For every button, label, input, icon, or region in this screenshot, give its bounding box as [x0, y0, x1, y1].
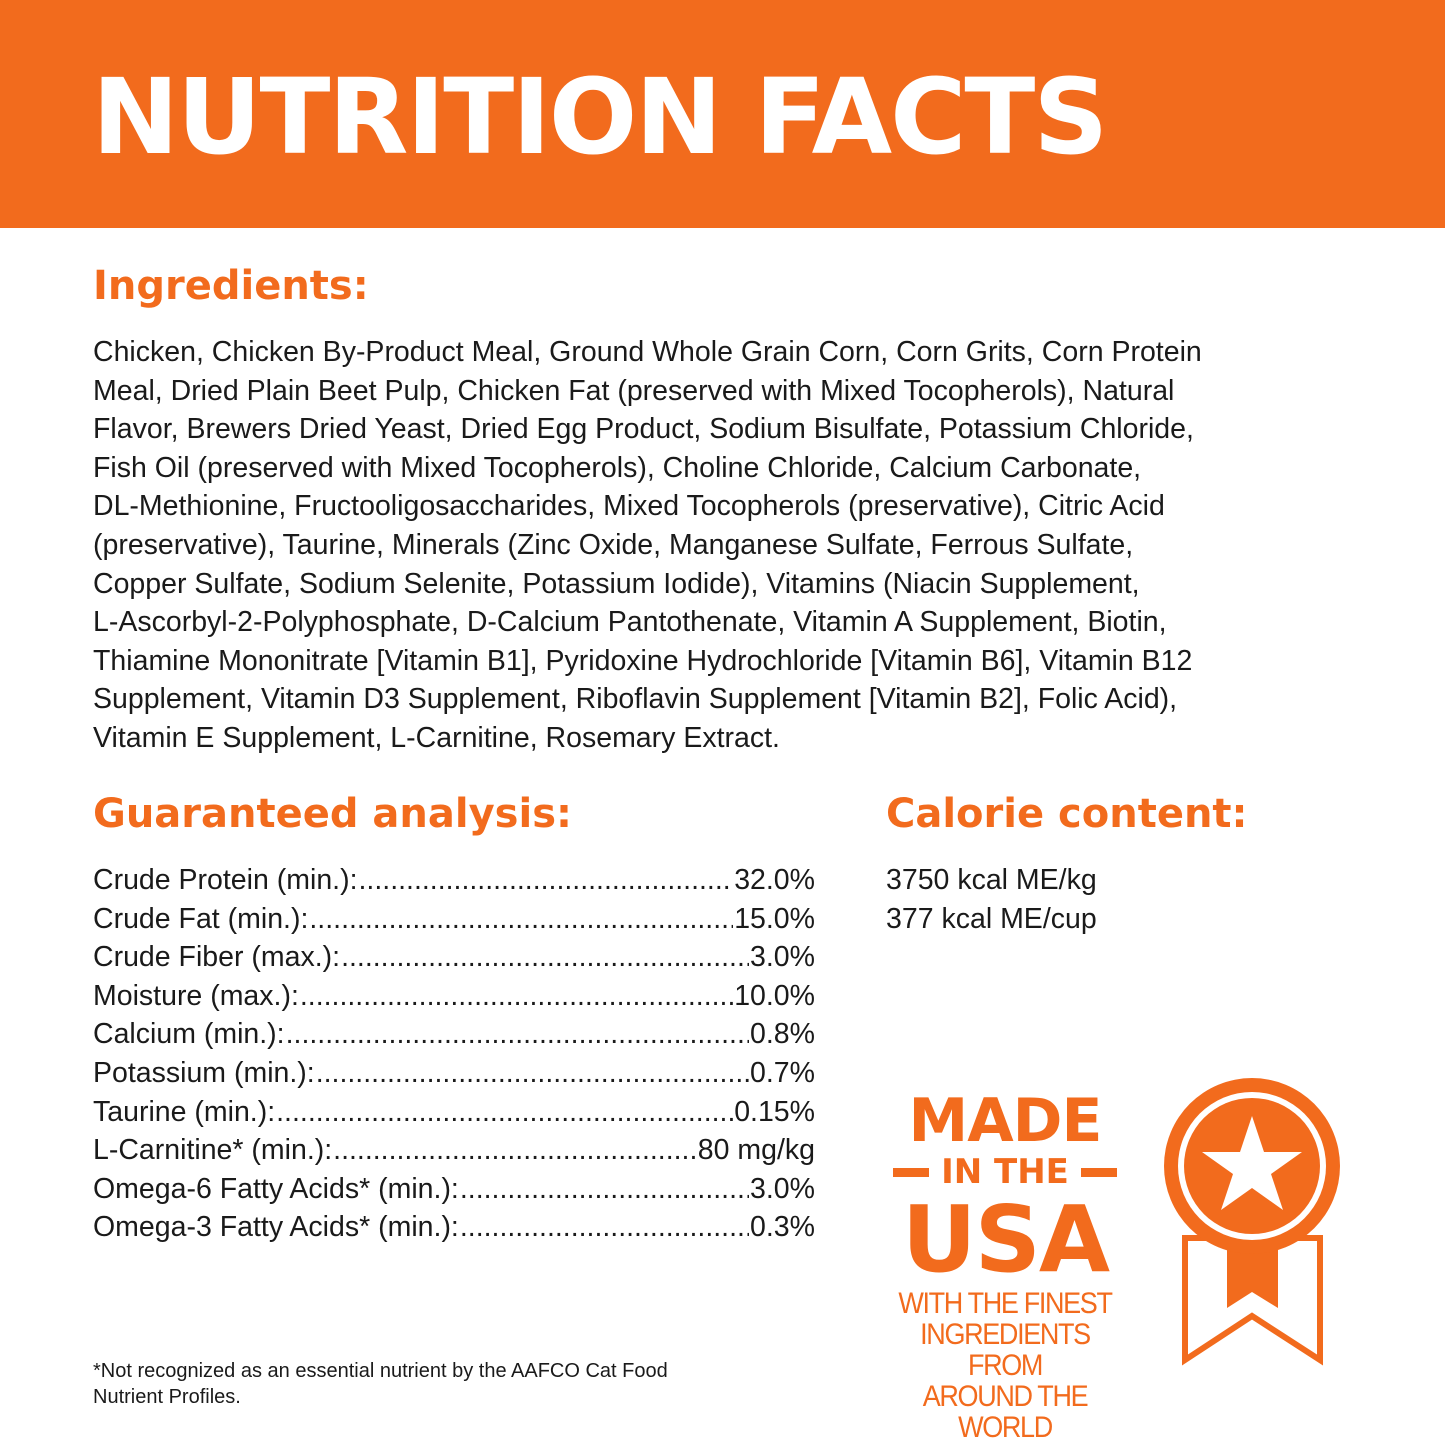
footnote-line: *Not recognized as an essential nutrient… [93, 1360, 668, 1382]
badge-tagline-3: AROUND THE WORLD [922, 1380, 1089, 1444]
analysis-value: 3.0% [750, 941, 815, 974]
ingredients-line: Fish Oil (preserved with Mixed Tocophero… [93, 451, 1142, 484]
dot-leader [460, 1170, 749, 1209]
analysis-value: 10.0% [734, 979, 815, 1012]
made-in-usa-badge: MADE IN THE USA WITH THE FINEST INGREDIE… [880, 1090, 1130, 1443]
badge-in-the: IN THE [941, 1152, 1069, 1192]
analysis-label: Crude Fiber (max.): [93, 941, 341, 974]
analysis-label: Potassium (min.): [93, 1056, 315, 1089]
analysis-row: Omega-6 Fatty Acids* (min.): 3.0% [93, 1170, 815, 1209]
footnote-line: Nutrient Profiles. [93, 1386, 241, 1408]
analysis-label: Taurine (min.): [93, 1095, 276, 1128]
dot-leader [309, 900, 733, 939]
ingredients-line: Vitamin E Supplement, L-Carnitine, Rosem… [93, 721, 780, 754]
analysis-label: Omega-3 Fatty Acids* (min.): [93, 1211, 459, 1244]
analysis-value: 80 mg/kg [697, 1134, 815, 1167]
analysis-title: Guaranteed analysis: [93, 791, 573, 837]
analysis-row: L-Carnitine* (min.): 80 mg/kg [93, 1131, 815, 1170]
dot-leader [333, 1131, 697, 1170]
calorie-line: 377 kcal ME/cup [886, 902, 1097, 935]
analysis-row: Crude Fiber (max.): 3.0% [93, 938, 815, 977]
ingredients-list: Chicken, Chicken By-Product Meal, Ground… [93, 333, 1202, 758]
badge-tagline-1: WITH THE FINEST [898, 1287, 1113, 1320]
analysis-label: Calcium (min.): [93, 1018, 285, 1051]
analysis-label: Moisture (max.): [93, 979, 299, 1012]
ingredients-title: Ingredients: [93, 263, 369, 309]
dot-leader [286, 1015, 749, 1054]
ingredients-line: Flavor, Brewers Dried Yeast, Dried Egg P… [93, 413, 1194, 446]
dot-leader [359, 861, 734, 900]
ingredients-line: L-Ascorbyl-2-Polyphosphate, D-Calcium Pa… [93, 606, 1167, 639]
analysis-value: 32.0% [734, 864, 815, 896]
badge-in-the-row: IN THE [880, 1152, 1130, 1192]
header-banner: NUTRITION FACTS [0, 0, 1445, 228]
analysis-label: Crude Protein (min.): [93, 864, 358, 896]
analysis-label: Omega-6 Fatty Acids* (min.): [93, 1172, 459, 1205]
badge-tagline-2: INGREDIENTS FROM [920, 1318, 1091, 1382]
analysis-value: 3.0% [750, 1172, 815, 1205]
divider [893, 1167, 930, 1177]
dot-leader [300, 977, 733, 1016]
analysis-row: Crude Fat (min.): 15.0% [93, 900, 815, 939]
analysis-row: Moisture (max.): 10.0% [93, 977, 815, 1016]
analysis-value: 15.0% [734, 902, 815, 935]
analysis-table: Crude Protein (min.): 32.0% Crude Fat (mi… [93, 861, 815, 1247]
footnote: *Not recognized as an essential nutrient… [93, 1358, 668, 1410]
ingredients-line: Chicken, Chicken By-Product Meal, Ground… [93, 336, 1202, 368]
analysis-row: Omega-3 Fatty Acids* (min.): 0.3% [93, 1208, 815, 1247]
page-title: NUTRITION FACTS [92, 56, 1108, 178]
badge-usa: USA [901, 1186, 1110, 1293]
medal-star-icon [1164, 1078, 1340, 1366]
dot-leader [341, 938, 749, 977]
dot-leader [316, 1054, 749, 1093]
ingredients-line: (preservative), Taurine, Minerals (Zinc … [93, 528, 1134, 561]
dot-leader [276, 1093, 733, 1132]
analysis-row: Taurine (min.): 0.15% [93, 1093, 815, 1132]
analysis-row: Calcium (min.): 0.8% [93, 1015, 815, 1054]
analysis-value: 0.7% [750, 1056, 815, 1089]
analysis-label: L-Carnitine* (min.): [93, 1134, 333, 1167]
calorie-title: Calorie content: [886, 791, 1248, 837]
divider [1080, 1167, 1117, 1177]
analysis-value: 0.8% [750, 1018, 815, 1051]
ingredients-line: Supplement, Vitamin D3 Supplement, Ribof… [93, 683, 1178, 716]
dot-leader [460, 1208, 749, 1247]
ingredients-line: DL-Methionine, Fructooligosaccharides, M… [93, 490, 1165, 523]
analysis-label: Crude Fat (min.): [93, 902, 309, 935]
ingredients-line: Copper Sulfate, Sodium Selenite, Potassi… [93, 567, 1140, 600]
analysis-row: Potassium (min.): 0.7% [93, 1054, 815, 1093]
analysis-value: 0.15% [734, 1095, 815, 1128]
badge-made: MADE [908, 1086, 1103, 1156]
ingredients-line: Meal, Dried Plain Beet Pulp, Chicken Fat… [93, 374, 1175, 407]
ingredients-line: Thiamine Mononitrate [Vitamin B1], Pyrid… [93, 644, 1193, 677]
analysis-value: 0.3% [750, 1211, 815, 1244]
analysis-row: Crude Protein (min.): 32.0% [93, 861, 815, 900]
calorie-content: 3750 kcal ME/kg 377 kcal ME/cup [886, 861, 1097, 938]
calorie-line: 3750 kcal ME/kg [886, 864, 1097, 896]
